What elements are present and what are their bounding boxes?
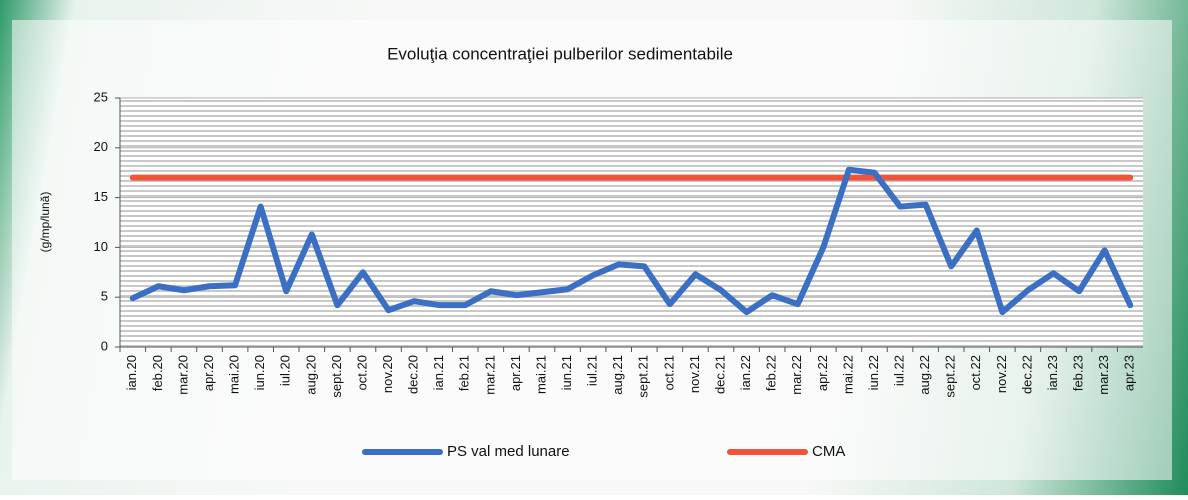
x-tick-label: iun.21	[559, 355, 574, 390]
x-tick-label: sept.21	[636, 355, 651, 398]
x-tick-label: nov.22	[994, 355, 1009, 393]
x-tick-label: iun.22	[866, 355, 881, 390]
x-tick-label: apr.23	[1122, 355, 1137, 391]
x-tick-label: aug.20	[303, 355, 318, 395]
legend-label: PS val med lunare	[447, 443, 570, 460]
x-tick-label: mai.20	[227, 355, 242, 394]
plot-area	[120, 98, 1143, 347]
legend-label: CMA	[812, 443, 845, 460]
x-tick-label: sept.20	[329, 355, 344, 398]
x-tick-label: nov.21	[687, 355, 702, 393]
y-tick-label: 5	[101, 289, 108, 304]
x-tick-label: oct.21	[661, 355, 676, 390]
x-tick-label: ian.22	[738, 355, 753, 390]
x-tick-label: apr.21	[508, 355, 523, 391]
y-tick-label: 15	[94, 189, 108, 204]
x-tick-label: oct.22	[968, 355, 983, 390]
y-tick-label: 25	[94, 89, 108, 104]
x-tick-label: apr.20	[201, 355, 216, 391]
x-tick-label: mar.22	[789, 355, 804, 395]
x-tick-label: mar.23	[1096, 355, 1111, 395]
x-tick-label: ian.23	[1045, 355, 1060, 390]
x-tick-label: ian.21	[431, 355, 446, 390]
x-tick-label: dec.22	[1019, 355, 1034, 394]
x-tick-label: iul.21	[585, 355, 600, 386]
x-tick-label: mai.21	[533, 355, 548, 394]
x-tick-label: aug.21	[610, 355, 625, 395]
data-line	[129, 166, 1134, 316]
x-tick-label: feb.23	[1071, 355, 1086, 391]
x-tick-label: feb.20	[150, 355, 165, 391]
x-tick-label: dec.21	[712, 355, 727, 394]
x-tick-label: mai.22	[840, 355, 855, 394]
x-tick-label: aug.22	[917, 355, 932, 395]
x-tick-label: sept.22	[943, 355, 958, 398]
chart-title: Evoluţia concentraţiei pulberilor sedime…	[387, 44, 733, 63]
x-tick-label: iul.20	[278, 355, 293, 386]
y-tick-label: 20	[94, 139, 108, 154]
x-tick-label: apr.22	[815, 355, 830, 391]
x-tick-label: iul.22	[891, 355, 906, 386]
x-tick-label: mar.21	[482, 355, 497, 395]
x-tick-label: feb.22	[764, 355, 779, 391]
x-tick-label: feb.21	[457, 355, 472, 391]
y-tick-label: 10	[94, 239, 108, 254]
y-tick-label: 0	[101, 338, 108, 353]
x-tick-label: dec.20	[406, 355, 421, 394]
x-tick-label: oct.20	[354, 355, 369, 390]
x-tick-label: ian.20	[124, 355, 139, 390]
x-tick-label: iun.20	[252, 355, 267, 390]
x-tick-label: nov.20	[380, 355, 395, 393]
x-tick-label: mar.20	[175, 355, 190, 395]
y-axis-label: (g/mp/lună)	[38, 192, 52, 253]
